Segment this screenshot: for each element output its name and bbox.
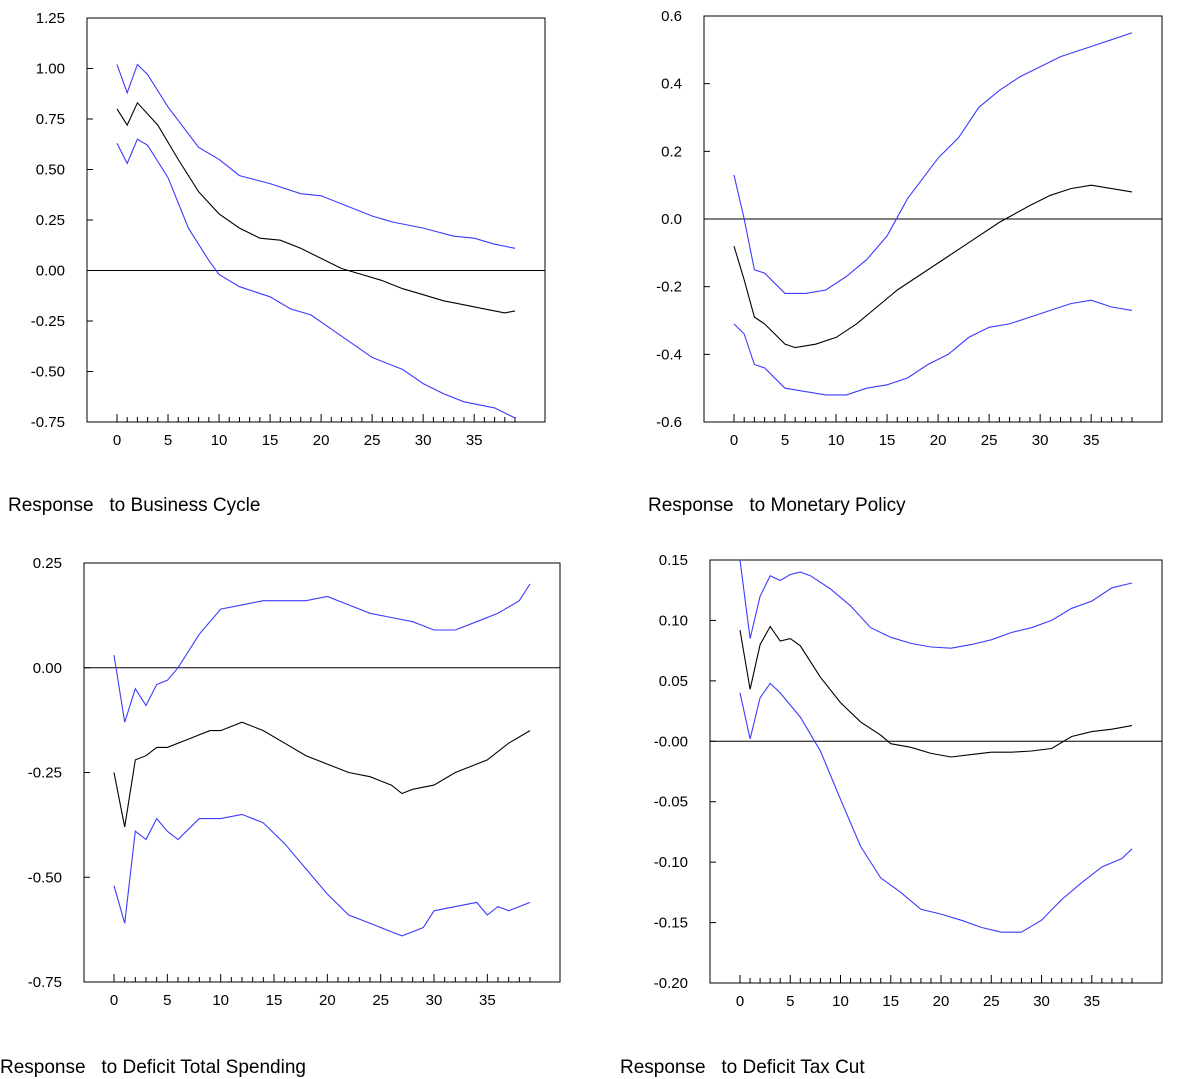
- x-tick-label: 15: [266, 992, 283, 1009]
- lower-band-line: [739, 682, 1133, 933]
- x-tick-label: 25: [364, 432, 381, 449]
- y-tick-label: -0.2: [656, 279, 682, 296]
- y-tick-label: 0.10: [659, 612, 688, 629]
- plot-frame: [709, 559, 1163, 984]
- response-line: [739, 625, 1133, 758]
- x-tick-label: 25: [983, 993, 1000, 1010]
- response-line: [733, 184, 1133, 349]
- y-tick-label: 0.00: [33, 660, 62, 677]
- x-tick-label: 30: [1032, 432, 1049, 449]
- y-tick-label: 0.25: [36, 212, 65, 229]
- chart-panel-1: 1.25 1.00 0.75 0.50 0.25 0.00 -0.25 -0.50 -0.75 0…: [8, 10, 546, 516]
- y-tick-label: 0.50: [36, 162, 65, 179]
- plot-frame: [86, 17, 546, 423]
- x-tick-label: 15: [882, 993, 899, 1010]
- response-line: [116, 101, 516, 314]
- plot-frame: [83, 562, 561, 983]
- y-tick-label: -0.75: [28, 974, 62, 991]
- x-tick-label: 10: [211, 432, 228, 449]
- y-tick-label: -0.4: [656, 346, 682, 363]
- y-tick-label: -0.6: [656, 414, 682, 431]
- y-tick-label: 0.4: [661, 76, 682, 93]
- x-tick-label: 20: [933, 993, 950, 1010]
- x-tick-label: 0: [110, 992, 118, 1009]
- x-tick-label: 15: [262, 432, 279, 449]
- upper-band-line: [113, 583, 531, 723]
- y-tick-label: 1.25: [36, 10, 65, 27]
- y-tick-label: 0.15: [659, 552, 688, 569]
- x-tick-label: 5: [781, 432, 789, 449]
- lower-band-line: [733, 299, 1133, 396]
- x-tick-label: 5: [786, 993, 794, 1010]
- x-tick-label: 35: [466, 432, 483, 449]
- y-tick-label: -0.50: [28, 869, 62, 886]
- response-line: [113, 721, 531, 828]
- chart-panel-3: 0.25 0.00 -0.25 -0.50 -0.75 0 5 10 15 20 25 30 35 Res…: [0, 555, 561, 1078]
- upper-band-line: [739, 559, 1133, 649]
- y-tick-label: -0.05: [654, 794, 688, 811]
- x-tick-label: 35: [479, 992, 496, 1009]
- y-tick-label: -0.75: [31, 414, 65, 431]
- x-tick-label: 20: [319, 992, 336, 1009]
- upper-band-line: [733, 32, 1133, 294]
- lower-band-line: [113, 813, 531, 937]
- x-tick-label: 10: [212, 992, 229, 1009]
- chart-caption: Response to Business Cycle: [8, 495, 260, 516]
- y-tick-label: 0.6: [661, 8, 682, 25]
- x-tick-label: 0: [736, 993, 744, 1010]
- y-tick-label: -0.10: [654, 854, 688, 871]
- x-tick-label: 35: [1083, 993, 1100, 1010]
- x-tick-label: 30: [415, 432, 432, 449]
- x-tick-label: 10: [828, 432, 845, 449]
- x-tick-label: 10: [832, 993, 849, 1010]
- y-tick-label: 0.05: [659, 673, 688, 690]
- x-tick-label: 25: [372, 992, 389, 1009]
- y-tick-label: 0.0: [661, 211, 682, 228]
- x-tick-label: 0: [730, 432, 738, 449]
- x-tick-label: 15: [879, 432, 896, 449]
- lower-band-line: [116, 138, 516, 419]
- y-tick-label: -0.25: [28, 765, 62, 782]
- y-tick-label: 0.25: [33, 555, 62, 572]
- y-tick-label: 0.2: [661, 143, 682, 160]
- chart-panel-2: 0.6 0.4 0.2 0.0 -0.2 -0.4 -0.6 0 5 10 15 20 25 30 35 Re…: [648, 8, 1163, 516]
- y-tick-label: -0.50: [31, 364, 65, 381]
- y-tick-label: -0.25: [31, 313, 65, 330]
- x-tick-label: 30: [426, 992, 443, 1009]
- x-tick-label: 5: [163, 992, 171, 1009]
- chart-caption: Response to Monetary Policy: [648, 495, 906, 516]
- chart-caption: Response to Deficit Total Spending: [0, 1057, 306, 1078]
- chart-panel-4: 0.15 0.10 0.05 -0.00 -0.05 -0.10 -0.15 -0.20 0 5 1…: [620, 552, 1163, 1078]
- x-tick-label: 20: [930, 432, 947, 449]
- x-tick-label: 25: [981, 432, 998, 449]
- x-tick-label: 30: [1033, 993, 1050, 1010]
- y-tick-label: 0.00: [36, 263, 65, 280]
- x-tick-label: 35: [1083, 432, 1100, 449]
- x-tick-label: 0: [113, 432, 121, 449]
- y-tick-label: 1.00: [36, 61, 65, 78]
- x-tick-label: 20: [313, 432, 330, 449]
- upper-band-line: [116, 63, 516, 249]
- y-tick-label: -0.20: [654, 975, 688, 992]
- chart-caption: Response to Deficit Tax Cut: [620, 1057, 865, 1078]
- x-tick-label: 5: [164, 432, 172, 449]
- y-tick-label: -0.00: [654, 733, 688, 750]
- y-tick-label: -0.15: [654, 915, 688, 932]
- y-tick-label: 0.75: [36, 111, 65, 128]
